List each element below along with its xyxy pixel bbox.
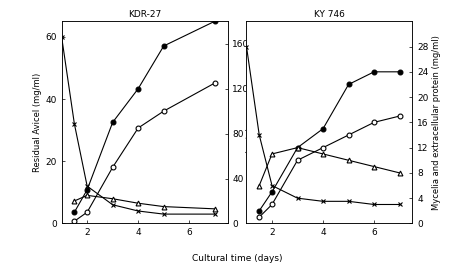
Title: KY 746: KY 746 xyxy=(314,10,345,19)
Title: KDR-27: KDR-27 xyxy=(128,10,161,19)
Y-axis label: Residual Avicel (mg/ml): Residual Avicel (mg/ml) xyxy=(34,73,43,172)
Y-axis label: Mycelia and extracellular protein (mg/ml): Mycelia and extracellular protein (mg/ml… xyxy=(431,35,440,210)
Y-axis label: CMCase (U/ml): CMCase (U/ml) xyxy=(244,91,253,153)
Text: Cultural time (days): Cultural time (days) xyxy=(192,254,282,263)
